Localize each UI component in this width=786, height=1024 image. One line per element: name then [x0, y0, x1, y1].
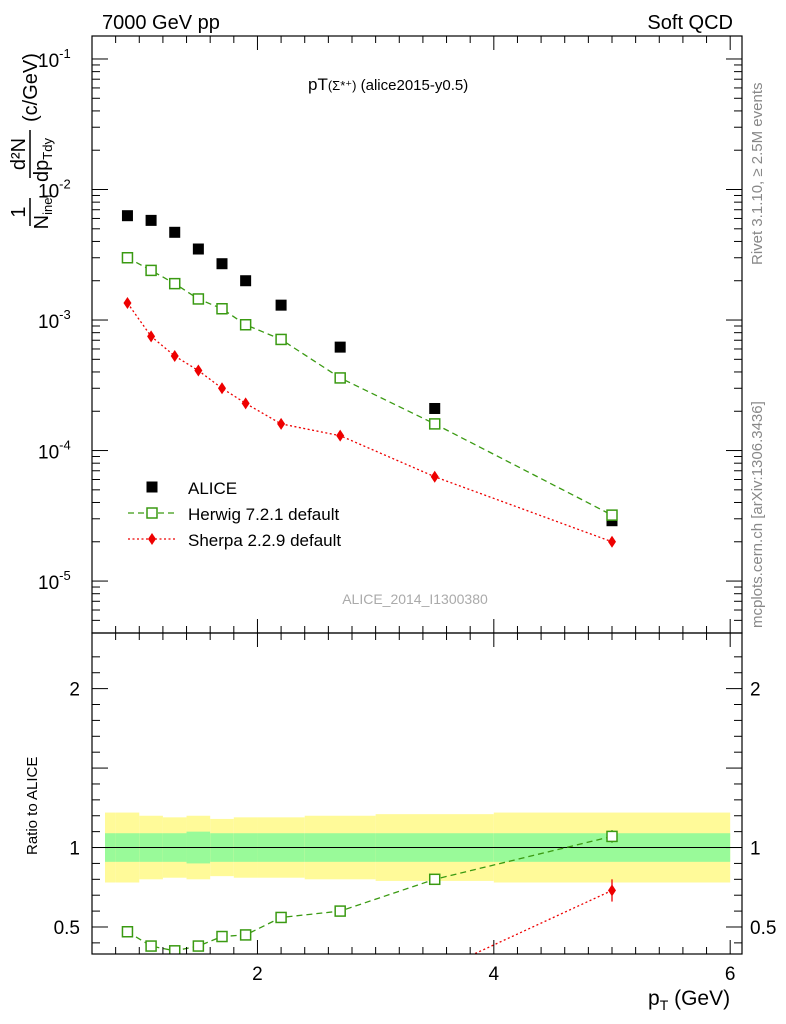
- legend-marker: [146, 507, 158, 519]
- main-data-point: [145, 214, 157, 226]
- ratio-data-point: [334, 905, 346, 917]
- ylabel-d2n: d²N: [8, 138, 30, 170]
- main-series-line: [127, 257, 613, 516]
- ratio-y-tick-label-left: 2: [69, 680, 80, 701]
- ratio-data-point: [606, 830, 618, 843]
- ylabel-dpt: dpTdy: [31, 138, 55, 182]
- ratio-data-point: [121, 926, 134, 938]
- y-tick-label: 10-3: [38, 307, 71, 333]
- y-tick-label: 10-2: [38, 177, 71, 203]
- ratio-data-point: [145, 940, 157, 952]
- main-data-point: [192, 243, 204, 255]
- analysis-label: ALICE_2014_I1300380: [342, 591, 488, 607]
- y-tick-label: 10-1: [38, 46, 71, 72]
- ratio-data-point: [239, 929, 252, 941]
- main-data-point: [428, 418, 441, 430]
- main-data-point: [608, 535, 616, 548]
- main-data-point: [277, 417, 286, 430]
- ratio-y-tick-label-left: 0.5: [54, 918, 80, 939]
- ratio-plot-series: [121, 830, 618, 973]
- main-data-point: [194, 364, 203, 377]
- ratio-y-tick-label-right: 2: [750, 680, 761, 701]
- plot-title: pT(Σ*⁺) (alice2015-y0.5): [308, 75, 468, 94]
- y-tick-label: 10-4: [38, 438, 71, 464]
- plot-title-main: pT: [308, 75, 328, 94]
- main-y-axis-label: 1 Ninel d²N dpTdy (c/GeV): [8, 53, 55, 229]
- main-data-point: [275, 333, 287, 346]
- energy-label: 7000 GeV pp: [102, 12, 220, 34]
- legend-marker: [146, 481, 158, 493]
- main-data-point: [145, 264, 157, 277]
- main-data-point: [240, 275, 252, 287]
- category-label: Soft QCD: [647, 12, 733, 34]
- ratio-series-line: [127, 835, 613, 952]
- main-data-point: [239, 318, 252, 331]
- main-data-point: [218, 382, 226, 395]
- plot-title-particle: (Σ*⁺): [328, 78, 357, 93]
- legend-label: ALICE: [188, 479, 237, 498]
- main-data-point: [168, 277, 181, 290]
- x-axis-label-unit: (GeV): [668, 987, 730, 1010]
- x-tick-label: 2: [252, 964, 263, 985]
- main-data-point: [121, 210, 133, 222]
- plot-title-ref: (alice2015-y0.5): [356, 77, 468, 94]
- y-tick-label: 10-5: [38, 568, 71, 594]
- rivet-label: Rivet 3.1.10, ≥ 2.5M events: [749, 83, 766, 266]
- ratio-data-point: [168, 945, 181, 954]
- main-plot-series: [121, 210, 618, 548]
- x-tick-label: 6: [725, 964, 736, 985]
- main-data-point: [170, 350, 179, 363]
- main-data-point: [192, 293, 205, 305]
- main-data-point: [216, 258, 228, 270]
- main-data-point: [121, 251, 134, 264]
- legend-label: Herwig 7.2.1 default: [188, 505, 339, 524]
- main-data-point: [275, 299, 287, 311]
- x-axis-label-sub: T: [660, 997, 669, 1013]
- main-data-point: [216, 303, 228, 315]
- legend-marker: [148, 533, 156, 545]
- main-data-point: [169, 226, 181, 238]
- ylabel-den-sub: inel: [40, 195, 55, 215]
- main-data-point: [241, 397, 250, 410]
- main-data-point: [123, 297, 132, 310]
- ratio-data-point: [192, 940, 205, 952]
- ratio-y-axis-label: Ratio to ALICE: [24, 757, 41, 855]
- axis-ticks: 2 4 6 10-5 10-4 10-3 10-2 10-1 0.5 0.5 1 1 2 2: [38, 36, 776, 985]
- ratio-data-point: [275, 911, 287, 924]
- ylabel-fraction-den: Ninel: [31, 195, 55, 230]
- ratio-data-point: [216, 930, 228, 943]
- ylabel-unit: (c/GeV): [20, 53, 42, 122]
- ratio-y-tick-label-right: 0.5: [750, 918, 776, 939]
- main-data-point: [430, 470, 439, 483]
- ratio-data-point: [608, 884, 616, 897]
- x-axis-label: pT (GeV): [648, 987, 730, 1013]
- ratio-y-tick-label-left: 1: [69, 839, 80, 860]
- main-data-point: [334, 341, 346, 353]
- main-data-point: [429, 402, 441, 414]
- main-data-point: [334, 372, 346, 384]
- ratio-series-line: [472, 889, 613, 954]
- main-data-point: [606, 509, 618, 521]
- ratio-plot-frame: [91, 632, 743, 955]
- x-tick-label: 4: [489, 964, 500, 985]
- ratio-y-tick-label-right: 1: [750, 839, 761, 860]
- ratio-data-point: [428, 873, 441, 886]
- ylabel-dpt-sub: Tdy: [40, 138, 55, 160]
- ylabel-fraction-num: 1: [8, 206, 30, 217]
- main-data-point: [336, 429, 345, 442]
- main-data-point: [147, 330, 156, 343]
- mcplots-label: mcplots.cern.ch [arXiv:1306.3436]: [749, 401, 766, 628]
- legend: ALICE Herwig 7.2.1 default Sherpa 2.2.9 de…: [128, 479, 341, 550]
- legend-label: Sherpa 2.2.9 default: [188, 531, 341, 550]
- ratio-data-point: [443, 961, 451, 973]
